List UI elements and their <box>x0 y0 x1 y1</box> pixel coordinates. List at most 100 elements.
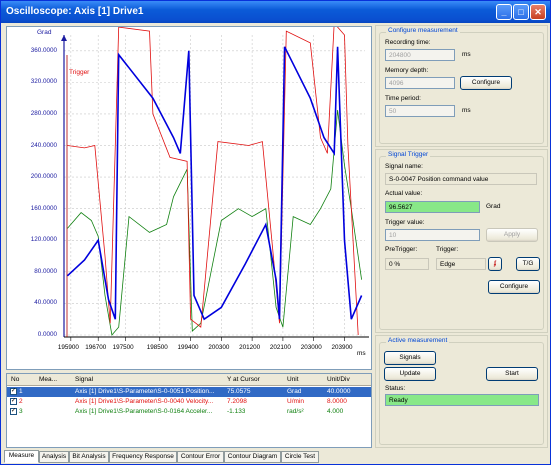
pretrigger-label: PreTrigger: <box>385 246 418 253</box>
y-tick-label: 160.0000 <box>30 204 57 212</box>
oscilloscope-plot[interactable]: Grad Trigger ms 360.0000 320.0000 280.0000… <box>6 26 372 370</box>
x-tick-label: 195900 <box>57 344 79 351</box>
col-header-y-at-cursor[interactable]: Y at Cursor <box>227 376 260 383</box>
tab-contour-error[interactable]: Contour Error <box>177 451 224 463</box>
time-period-field[interactable]: 50 <box>385 105 455 117</box>
edge-trigger-icon[interactable]: ʄ <box>488 257 502 271</box>
tab-frequency-response[interactable]: Frequency Response <box>109 451 177 463</box>
signals-button[interactable]: Signals <box>384 351 436 365</box>
trigger-mode-field: Edge <box>436 258 486 270</box>
tg-button[interactable]: T/G <box>516 257 540 271</box>
signal-trigger-panel: Signal Trigger Signal name: S-0-0047 Pos… <box>375 149 548 333</box>
actual-value-field: 96.5627 <box>385 201 480 213</box>
row-unit: U/min <box>287 398 304 405</box>
row-no: 1 <box>19 388 23 395</box>
y-tick-label: 200.0000 <box>30 173 57 181</box>
actual-value-unit: Grad <box>486 203 501 210</box>
recording-time-label: Recording time: <box>385 39 431 46</box>
time-period-label: Time period: <box>385 95 421 102</box>
col-header-measure[interactable]: Mea... <box>39 376 58 383</box>
trigger-value-field[interactable]: 10 <box>385 229 480 241</box>
actual-value-label: Actual value: <box>385 190 423 197</box>
y-unit-label: Grad <box>37 29 52 36</box>
active-measurement-group: Active measurement Signals Update Start … <box>379 337 544 445</box>
y-axis-arrow <box>61 35 67 41</box>
x-unit-label: ms <box>357 350 366 357</box>
recording-time-field[interactable]: 204800 <box>385 49 455 61</box>
table-row[interactable]: ✓ 3 Axis [1] Drive1\S-Parameter\S-0-0164… <box>7 407 371 417</box>
trigger-label: Trigger: <box>436 246 459 253</box>
x-tick-label: 202100 <box>269 344 291 351</box>
row-unit-div: 40.0000 <box>327 388 351 395</box>
y-tick-label: 320.0000 <box>30 78 57 86</box>
configure-measurement-button[interactable]: Configure <box>460 76 512 90</box>
channel-table: No Mea... Signal Y at Cursor Unit Unit/D… <box>6 373 372 448</box>
y-tick-label: 40.0000 <box>34 299 57 307</box>
series-line <box>67 109 362 336</box>
memory-depth-field[interactable]: 4096 <box>385 77 455 89</box>
row-y-at-cursor: 75.0575 <box>227 388 251 395</box>
minimize-button[interactable]: _ <box>496 4 512 20</box>
row-unit: Grad <box>287 388 302 395</box>
signal-name-label: Signal name: <box>385 163 423 170</box>
channel-checkbox[interactable]: ✓ <box>10 408 17 415</box>
y-tick-label: 80.0000 <box>34 267 57 275</box>
row-y-at-cursor: -1.133 <box>227 408 246 415</box>
tab-circle-test[interactable]: Circle Test <box>281 451 319 463</box>
window-title: Oscilloscope: Axis [1] Drive1 <box>6 6 144 17</box>
configure-measurement-panel: Configure measurement Recording time: 20… <box>375 25 548 147</box>
tab-bit-analysis[interactable]: Bit Analysis <box>69 451 109 463</box>
col-header-signal[interactable]: Signal <box>75 376 94 383</box>
col-header-unit[interactable]: Unit <box>287 376 299 383</box>
series-line <box>67 27 359 336</box>
table-row[interactable]: ✓ 1 Axis [1] Drive1\S-Parameter\S-0-0051… <box>7 387 371 397</box>
pretrigger-field: 0 % <box>385 258 429 270</box>
row-unit-div: 4.000 <box>327 408 344 415</box>
update-button[interactable]: Update <box>384 367 436 381</box>
row-no: 3 <box>19 408 23 415</box>
status-label: Status: <box>385 385 406 392</box>
row-y-at-cursor: 7.2098 <box>227 398 247 405</box>
x-tick-label: 201200 <box>239 344 261 351</box>
signal-name-field: S-0-0047 Position command value <box>385 173 537 185</box>
x-tick-label: 198500 <box>146 344 168 351</box>
x-tick-label: 197500 <box>112 344 134 351</box>
x-tick-label: 200300 <box>208 344 230 351</box>
y-tick-label: 280.0000 <box>30 109 57 117</box>
start-button[interactable]: Start <box>486 367 538 381</box>
series-line <box>66 46 363 321</box>
row-signal: Axis [1] Drive1\S-Parameter\S-0-0164 Acc… <box>75 408 213 415</box>
channel-checkbox[interactable]: ✓ <box>10 388 17 395</box>
x-tick-label: 203900 <box>331 344 353 351</box>
row-signal: Axis [1] Drive1\S-Parameter\S-0-0051 Pos… <box>75 388 215 395</box>
tab-measure[interactable]: Measure <box>4 450 39 463</box>
configure-measurement-group: Configure measurement Recording time: 20… <box>379 27 544 144</box>
maximize-button[interactable]: □ <box>513 4 529 20</box>
row-unit-div: 8.0000 <box>327 398 347 405</box>
active-measurement-title: Active measurement <box>386 337 450 344</box>
row-unit: rad/s² <box>287 408 304 415</box>
y-tick-label: 0.0000 <box>37 331 57 338</box>
apply-button[interactable]: Apply <box>486 228 538 242</box>
col-header-no[interactable]: No <box>11 376 20 383</box>
channel-table-header: No Mea... Signal Y at Cursor Unit Unit/D… <box>7 374 371 386</box>
bottom-tabs: Measure Analysis Bit Analysis Frequency … <box>1 450 373 464</box>
tab-contour-diagram[interactable]: Contour Diagram <box>224 451 281 463</box>
title-bar: Oscilloscope: Axis [1] Drive1 _ □ ✕ <box>1 1 550 23</box>
y-tick-label: 240.0000 <box>30 141 57 149</box>
x-tick-label: 203000 <box>300 344 322 351</box>
trigger-marker-label: Trigger <box>69 69 90 76</box>
channel-checkbox[interactable]: ✓ <box>10 398 17 405</box>
close-button[interactable]: ✕ <box>530 4 546 20</box>
x-tick-label: 199400 <box>177 344 199 351</box>
trigger-configure-button[interactable]: Configure <box>488 280 540 294</box>
row-signal: Axis [1] Drive1\S-Parameter\S-0-0040 Vel… <box>75 398 214 405</box>
plot-canvas[interactable] <box>7 27 373 371</box>
signal-trigger-group: Signal Trigger Signal name: S-0-0047 Pos… <box>379 151 544 330</box>
time-period-unit: ms <box>462 107 471 114</box>
table-row[interactable]: ✓ 2 Axis [1] Drive1\S-Parameter\S-0-0040… <box>7 397 371 407</box>
col-header-unit-div[interactable]: Unit/Div <box>327 376 350 383</box>
tab-analysis[interactable]: Analysis <box>39 451 69 463</box>
status-field: Ready <box>385 394 539 406</box>
